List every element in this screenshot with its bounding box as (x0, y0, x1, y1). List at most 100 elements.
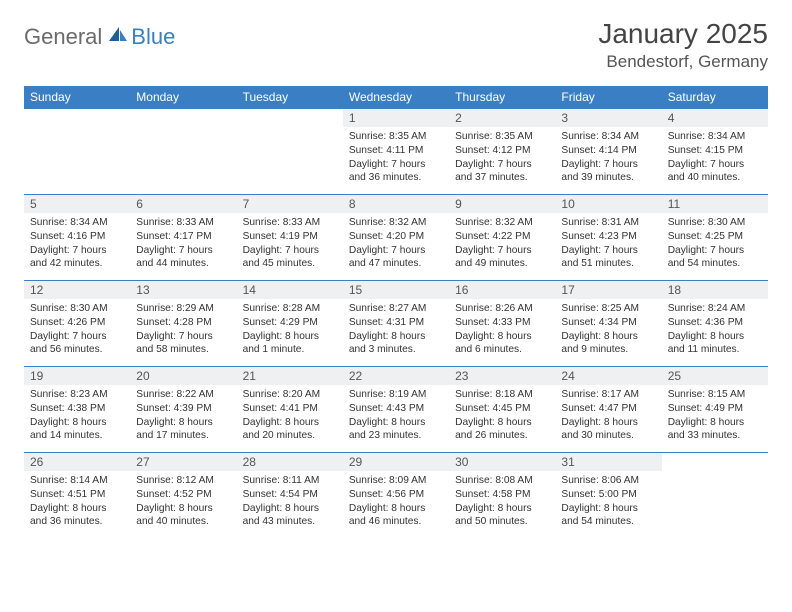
day-number: 25 (662, 367, 768, 385)
calendar-cell: 23Sunrise: 8:18 AMSunset: 4:45 PMDayligh… (449, 367, 555, 453)
sunrise-text: Sunrise: 8:22 AM (136, 388, 230, 402)
day-details: Sunrise: 8:15 AMSunset: 4:49 PMDaylight:… (662, 385, 768, 447)
daylight-text: Daylight: 7 hours and 56 minutes. (30, 330, 124, 358)
day-details: Sunrise: 8:35 AMSunset: 4:12 PMDaylight:… (449, 127, 555, 189)
daylight-text: Daylight: 8 hours and 40 minutes. (136, 502, 230, 530)
calendar-cell: 19Sunrise: 8:23 AMSunset: 4:38 PMDayligh… (24, 367, 130, 453)
day-number: 29 (343, 453, 449, 471)
day-number: 26 (24, 453, 130, 471)
day-number: 30 (449, 453, 555, 471)
calendar-cell: 30Sunrise: 8:08 AMSunset: 4:58 PMDayligh… (449, 453, 555, 539)
day-details: Sunrise: 8:34 AMSunset: 4:14 PMDaylight:… (555, 127, 661, 189)
day-number: 1 (343, 109, 449, 127)
sunset-text: Sunset: 4:47 PM (561, 402, 655, 416)
daylight-text: Daylight: 8 hours and 36 minutes. (30, 502, 124, 530)
month-title: January 2025 (598, 18, 768, 50)
title-block: January 2025 Bendestorf, Germany (598, 18, 768, 72)
logo-text-blue: Blue (131, 24, 175, 50)
calendar-cell (24, 109, 130, 195)
day-details: Sunrise: 8:14 AMSunset: 4:51 PMDaylight:… (24, 471, 130, 533)
daylight-text: Daylight: 7 hours and 47 minutes. (349, 244, 443, 272)
sunrise-text: Sunrise: 8:12 AM (136, 474, 230, 488)
daylight-text: Daylight: 7 hours and 58 minutes. (136, 330, 230, 358)
day-number: 6 (130, 195, 236, 213)
calendar-cell: 20Sunrise: 8:22 AMSunset: 4:39 PMDayligh… (130, 367, 236, 453)
header: General Blue January 2025 Bendestorf, Ge… (24, 18, 768, 72)
sunset-text: Sunset: 4:20 PM (349, 230, 443, 244)
day-number: 7 (237, 195, 343, 213)
calendar-cell: 14Sunrise: 8:28 AMSunset: 4:29 PMDayligh… (237, 281, 343, 367)
day-details: Sunrise: 8:32 AMSunset: 4:20 PMDaylight:… (343, 213, 449, 275)
sunset-text: Sunset: 4:36 PM (668, 316, 762, 330)
day-number: 17 (555, 281, 661, 299)
daylight-text: Daylight: 7 hours and 44 minutes. (136, 244, 230, 272)
daylight-text: Daylight: 8 hours and 26 minutes. (455, 416, 549, 444)
sunset-text: Sunset: 4:12 PM (455, 144, 549, 158)
day-details: Sunrise: 8:22 AMSunset: 4:39 PMDaylight:… (130, 385, 236, 447)
sunrise-text: Sunrise: 8:30 AM (668, 216, 762, 230)
sunset-text: Sunset: 4:43 PM (349, 402, 443, 416)
day-number: 22 (343, 367, 449, 385)
day-number: 21 (237, 367, 343, 385)
daylight-text: Daylight: 7 hours and 45 minutes. (243, 244, 337, 272)
day-number: 5 (24, 195, 130, 213)
day-number: 18 (662, 281, 768, 299)
sunset-text: Sunset: 4:26 PM (30, 316, 124, 330)
day-number: 4 (662, 109, 768, 127)
sunrise-text: Sunrise: 8:34 AM (561, 130, 655, 144)
sunset-text: Sunset: 4:54 PM (243, 488, 337, 502)
weekday-header: Thursday (449, 86, 555, 109)
sunset-text: Sunset: 4:31 PM (349, 316, 443, 330)
sunset-text: Sunset: 4:23 PM (561, 230, 655, 244)
calendar-cell: 7Sunrise: 8:33 AMSunset: 4:19 PMDaylight… (237, 195, 343, 281)
sunset-text: Sunset: 4:58 PM (455, 488, 549, 502)
sunset-text: Sunset: 4:38 PM (30, 402, 124, 416)
calendar-cell: 15Sunrise: 8:27 AMSunset: 4:31 PMDayligh… (343, 281, 449, 367)
logo: General Blue (24, 18, 175, 50)
day-details: Sunrise: 8:23 AMSunset: 4:38 PMDaylight:… (24, 385, 130, 447)
day-details: Sunrise: 8:29 AMSunset: 4:28 PMDaylight:… (130, 299, 236, 361)
daylight-text: Daylight: 7 hours and 42 minutes. (30, 244, 124, 272)
weekday-header: Wednesday (343, 86, 449, 109)
day-number: 28 (237, 453, 343, 471)
calendar-cell: 16Sunrise: 8:26 AMSunset: 4:33 PMDayligh… (449, 281, 555, 367)
day-number: 27 (130, 453, 236, 471)
day-details: Sunrise: 8:31 AMSunset: 4:23 PMDaylight:… (555, 213, 661, 275)
sunrise-text: Sunrise: 8:14 AM (30, 474, 124, 488)
calendar-cell: 29Sunrise: 8:09 AMSunset: 4:56 PMDayligh… (343, 453, 449, 539)
calendar-row: 26Sunrise: 8:14 AMSunset: 4:51 PMDayligh… (24, 453, 768, 539)
day-details: Sunrise: 8:33 AMSunset: 4:19 PMDaylight:… (237, 213, 343, 275)
day-details: Sunrise: 8:11 AMSunset: 4:54 PMDaylight:… (237, 471, 343, 533)
weekday-header-row: Sunday Monday Tuesday Wednesday Thursday… (24, 86, 768, 109)
daylight-text: Daylight: 8 hours and 46 minutes. (349, 502, 443, 530)
day-details: Sunrise: 8:35 AMSunset: 4:11 PMDaylight:… (343, 127, 449, 189)
sunrise-text: Sunrise: 8:32 AM (455, 216, 549, 230)
day-number: 10 (555, 195, 661, 213)
daylight-text: Daylight: 8 hours and 30 minutes. (561, 416, 655, 444)
sunset-text: Sunset: 4:34 PM (561, 316, 655, 330)
day-number: 12 (24, 281, 130, 299)
daylight-text: Daylight: 8 hours and 33 minutes. (668, 416, 762, 444)
daylight-text: Daylight: 7 hours and 51 minutes. (561, 244, 655, 272)
sunset-text: Sunset: 4:16 PM (30, 230, 124, 244)
day-number: 11 (662, 195, 768, 213)
sunrise-text: Sunrise: 8:33 AM (136, 216, 230, 230)
calendar-cell: 9Sunrise: 8:32 AMSunset: 4:22 PMDaylight… (449, 195, 555, 281)
sunset-text: Sunset: 4:33 PM (455, 316, 549, 330)
sunset-text: Sunset: 4:14 PM (561, 144, 655, 158)
day-details: Sunrise: 8:25 AMSunset: 4:34 PMDaylight:… (555, 299, 661, 361)
calendar-cell: 1Sunrise: 8:35 AMSunset: 4:11 PMDaylight… (343, 109, 449, 195)
daylight-text: Daylight: 8 hours and 20 minutes. (243, 416, 337, 444)
sunset-text: Sunset: 4:39 PM (136, 402, 230, 416)
daylight-text: Daylight: 8 hours and 3 minutes. (349, 330, 443, 358)
sunrise-text: Sunrise: 8:24 AM (668, 302, 762, 316)
sunset-text: Sunset: 4:49 PM (668, 402, 762, 416)
daylight-text: Daylight: 7 hours and 39 minutes. (561, 158, 655, 186)
day-number: 13 (130, 281, 236, 299)
sunrise-text: Sunrise: 8:28 AM (243, 302, 337, 316)
day-details: Sunrise: 8:24 AMSunset: 4:36 PMDaylight:… (662, 299, 768, 361)
sunset-text: Sunset: 4:22 PM (455, 230, 549, 244)
calendar-row: 1Sunrise: 8:35 AMSunset: 4:11 PMDaylight… (24, 109, 768, 195)
calendar-cell (662, 453, 768, 539)
day-number: 3 (555, 109, 661, 127)
